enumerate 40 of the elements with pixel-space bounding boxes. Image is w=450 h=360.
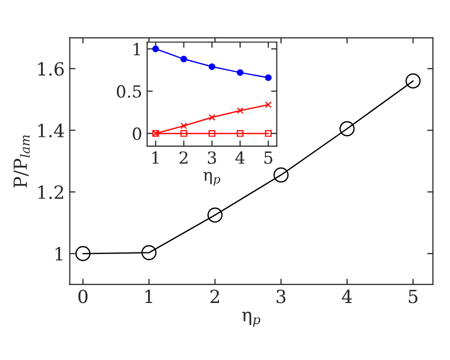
y-tick-label: 0 <box>132 127 142 140</box>
y-tick-label: 1.4 <box>38 124 64 138</box>
x-tick-label: 3 <box>208 151 216 164</box>
y-tick-label: 1 <box>134 42 140 56</box>
x-tick-label: 2 <box>180 151 188 164</box>
point <box>152 46 159 52</box>
x-tick-label: 4 <box>342 290 352 303</box>
point <box>339 121 355 136</box>
point <box>208 130 216 137</box>
x-tick-label: 0 <box>78 290 88 304</box>
x-tick-label: 1 <box>145 290 152 303</box>
point <box>75 246 91 262</box>
x-axis-title: η$_{p}$ <box>203 172 220 186</box>
x-tick-label: 2 <box>210 290 219 303</box>
point <box>141 245 157 260</box>
point <box>236 107 244 114</box>
y-tick-label: 1 <box>56 247 62 260</box>
point <box>180 56 188 62</box>
point <box>406 73 421 89</box>
point <box>207 207 223 223</box>
y-tick-label: 0.5 <box>116 85 142 98</box>
x-tick-label: 1 <box>152 151 159 164</box>
point <box>208 114 216 121</box>
x-axis-title: η$_{p}$ <box>242 312 260 327</box>
point <box>273 167 289 183</box>
point <box>236 69 244 76</box>
point <box>180 122 188 130</box>
x-tick-label: 4 <box>235 151 245 164</box>
x-tick-label: 5 <box>264 152 272 164</box>
x-tick-label: 3 <box>276 290 286 304</box>
point <box>264 130 272 137</box>
x-tick-label: 5 <box>408 290 418 304</box>
point <box>236 130 244 137</box>
point <box>264 74 272 81</box>
y-axis-title: P/P$_{lam}$ <box>14 135 30 188</box>
point <box>180 130 188 137</box>
point <box>264 101 272 108</box>
point <box>208 63 216 70</box>
y-tick-label: 1.2 <box>38 185 64 200</box>
y-tick-label: 1.6 <box>38 62 64 76</box>
